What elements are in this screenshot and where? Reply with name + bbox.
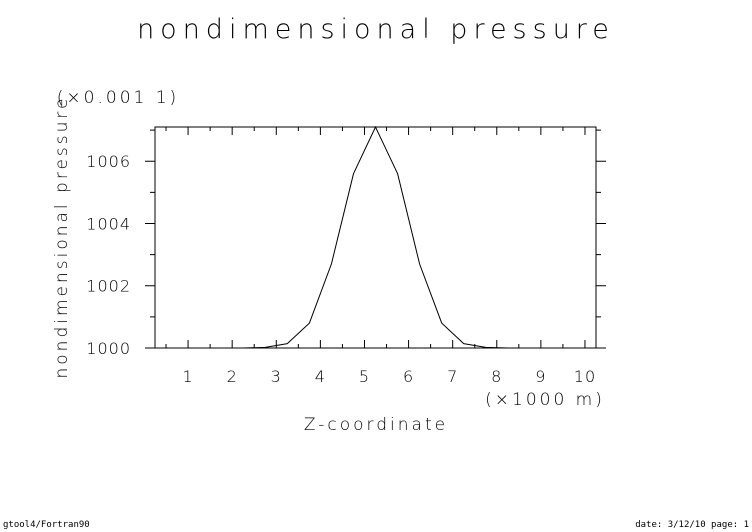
y-tick-label: 1004 <box>86 214 131 233</box>
x-tick-labels: 1 2 3 4 5 6 7 8 9 10 <box>182 367 596 386</box>
series-line <box>155 125 596 349</box>
x-axis-label: Z-coordinate <box>304 415 448 435</box>
x-tick-label: 8 <box>491 367 502 386</box>
plot-frame <box>154 126 597 349</box>
footer-left: gtool4/Fortran90 <box>3 520 90 530</box>
x-scale-label: (×1000 m) <box>485 390 605 410</box>
x-tick-label: 2 <box>227 367 238 386</box>
x-tick-marks <box>165 127 586 348</box>
chart-title: nondimensional pressure <box>137 14 615 45</box>
y-tick-label: 1002 <box>86 277 131 296</box>
y-tick-label: 1006 <box>86 152 131 171</box>
x-tick-label: 1 <box>182 367 193 386</box>
y-axis-label: nondimensional pressure <box>52 96 72 379</box>
x-tick-label: 4 <box>315 367 326 386</box>
x-tick-label: 5 <box>359 367 370 386</box>
y-tick-marks <box>145 129 606 349</box>
footer-right: date: 3/12/10 page: 1 <box>635 520 749 530</box>
y-tick-label: 1000 <box>86 339 131 358</box>
x-tick-label: 9 <box>535 367 546 386</box>
x-tick-label: 3 <box>271 367 282 386</box>
x-tick-label: 6 <box>403 367 414 386</box>
x-tick-label: 7 <box>447 367 458 386</box>
y-tick-labels: 1000 1002 1004 1006 <box>86 152 131 358</box>
x-tick-label: 10 <box>574 367 596 386</box>
y-scale-label: (×0.001 1) <box>57 88 179 108</box>
